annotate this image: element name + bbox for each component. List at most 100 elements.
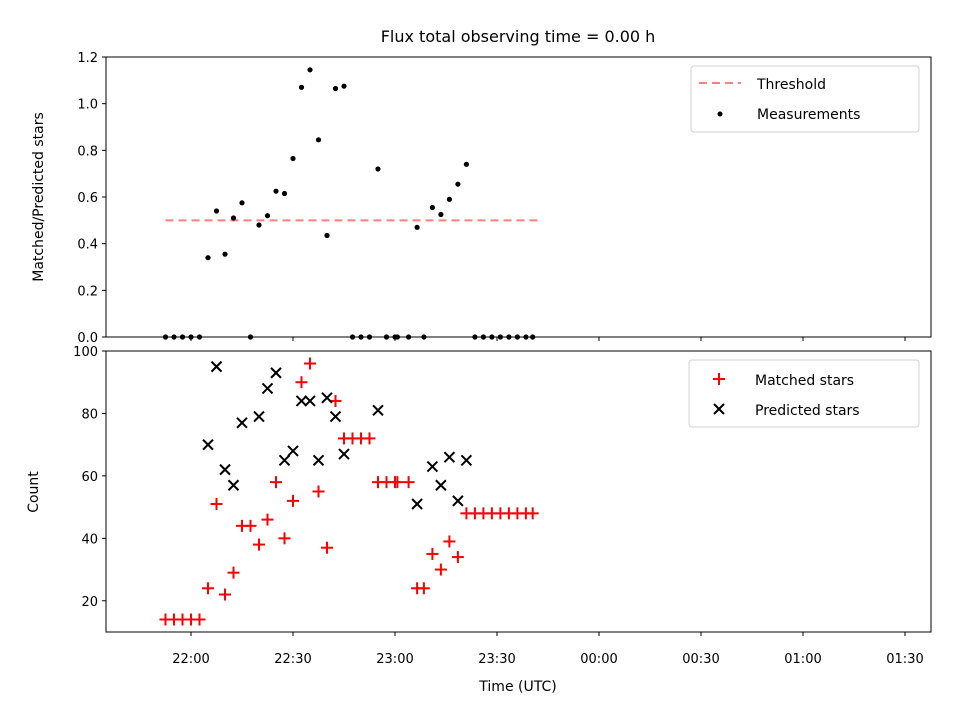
bottom-ytick-label: 60 xyxy=(81,470,98,485)
measurement-point xyxy=(222,251,228,257)
top-ytick-label: 0.2 xyxy=(77,284,98,299)
measurement-point xyxy=(256,222,262,228)
matched-star-point xyxy=(244,519,257,532)
bottom-xtick-label: 23:00 xyxy=(376,652,413,667)
legend-measurements-label: Measurements xyxy=(757,107,860,123)
bottom-ylabel: Count xyxy=(26,471,42,513)
bottom-xtick-label: 01:30 xyxy=(886,652,923,667)
predicted-star-point xyxy=(338,448,350,460)
matched-star-point xyxy=(278,532,291,545)
matched-star-point xyxy=(295,376,308,389)
predicted-star-point xyxy=(261,382,274,395)
legend-matched-label: Matched stars xyxy=(755,373,854,389)
top-ytick-label: 0.0 xyxy=(77,331,98,346)
measurement-point xyxy=(230,215,237,221)
bottom-xtick-label: 01:00 xyxy=(784,652,821,667)
measurement-point xyxy=(213,208,220,214)
chart-title: Flux total observing time = 0.00 h xyxy=(381,27,656,46)
bottom-plot-frame xyxy=(105,350,932,633)
bottom-ytick-label: 100 xyxy=(73,345,98,360)
legend-predicted-label: Predicted stars xyxy=(755,403,860,419)
matched-star-point xyxy=(219,588,231,601)
measurement-point xyxy=(341,83,347,89)
top-ytick-label: 1.2 xyxy=(77,51,98,66)
bottom-ytick-label: 20 xyxy=(81,595,98,610)
matched-star-point xyxy=(253,538,265,551)
bottom-ytick-label: 80 xyxy=(81,407,98,422)
bottom-legend: Matched stars Predicted stars xyxy=(688,359,920,428)
measurement-point xyxy=(455,181,461,187)
predicted-star-point xyxy=(210,360,223,373)
matched-star-point xyxy=(312,485,325,498)
predicted-star-point xyxy=(202,438,214,451)
top-ytick-label: 0.6 xyxy=(77,191,98,206)
top-legend-box xyxy=(690,65,920,133)
measurement-point xyxy=(264,213,271,219)
matched-star-point xyxy=(193,613,206,626)
legend-threshold-label: Threshold xyxy=(756,77,826,93)
measurement-point xyxy=(315,137,322,143)
matched-star-point xyxy=(391,476,404,489)
measurement-point xyxy=(429,204,435,211)
top-ytick-label: 0.8 xyxy=(77,144,98,159)
predicted-star-point xyxy=(435,479,447,491)
matched-star-point xyxy=(417,582,430,595)
predicted-star-point xyxy=(452,495,464,507)
predicted-star-point xyxy=(321,392,333,404)
predicted-star-point xyxy=(443,451,456,463)
matched-star-point xyxy=(321,541,333,554)
matched-star-point xyxy=(363,432,376,445)
matched-star-point xyxy=(451,551,464,564)
predicted-star-point xyxy=(329,410,342,423)
top-legend: Threshold Measurements xyxy=(690,65,920,133)
predicted-star-point xyxy=(312,454,325,466)
predicted-star-point xyxy=(460,454,473,466)
predicted-star-point xyxy=(426,460,439,473)
measurement-point xyxy=(324,232,330,239)
matched-star-point xyxy=(287,494,299,507)
predicted-star-point xyxy=(278,454,291,466)
measurement-point xyxy=(438,211,444,218)
bottom-ytick-label: 40 xyxy=(81,532,98,547)
bottom-xtick-label: 23:30 xyxy=(478,652,515,667)
predicted-star-point xyxy=(253,410,265,423)
bottom-xtick-label: 22:30 xyxy=(274,652,311,667)
matched-star-point xyxy=(227,566,240,579)
matched-star-point xyxy=(443,535,456,548)
bottom-legend-box xyxy=(688,359,920,428)
legend-measurements-swatch xyxy=(717,111,723,117)
predicted-star-point xyxy=(219,463,231,476)
legend-predicted-swatch xyxy=(713,403,725,415)
matched-star-point xyxy=(202,582,214,595)
top-ytick-label: 0.4 xyxy=(77,238,98,253)
matched-star-point xyxy=(270,476,282,489)
predicted-star-point xyxy=(304,395,316,407)
matched-star-point xyxy=(402,476,415,489)
measurement-point xyxy=(463,161,469,167)
measurement-point xyxy=(307,67,313,73)
bottom-xtick-label: 00:30 xyxy=(682,652,719,667)
top-ytick-label: 1.0 xyxy=(77,98,98,113)
bottom-xtick-label: 22:00 xyxy=(172,652,209,667)
bottom-xtick-label: 00:00 xyxy=(580,652,617,667)
predicted-star-point xyxy=(287,445,299,457)
predicted-star-point xyxy=(236,417,248,429)
measurement-point xyxy=(446,196,452,202)
measurement-point xyxy=(239,200,245,206)
legend-matched-swatch xyxy=(713,373,725,385)
matched-star-point xyxy=(261,513,274,526)
predicted-star-point xyxy=(372,404,384,417)
bottom-xlabel: Time (UTC) xyxy=(478,679,556,695)
matched-star-point xyxy=(434,563,447,576)
predicted-star-point xyxy=(411,498,423,510)
matched-star-point xyxy=(426,547,439,560)
predicted-star-point xyxy=(270,367,282,379)
predicted-star-point xyxy=(295,395,308,407)
measurement-point xyxy=(281,190,288,197)
matched-star-point xyxy=(526,507,539,520)
measurement-point xyxy=(273,188,279,194)
measurement-point xyxy=(375,166,381,172)
predicted-star-point xyxy=(227,479,240,491)
matched-star-point xyxy=(304,357,316,370)
